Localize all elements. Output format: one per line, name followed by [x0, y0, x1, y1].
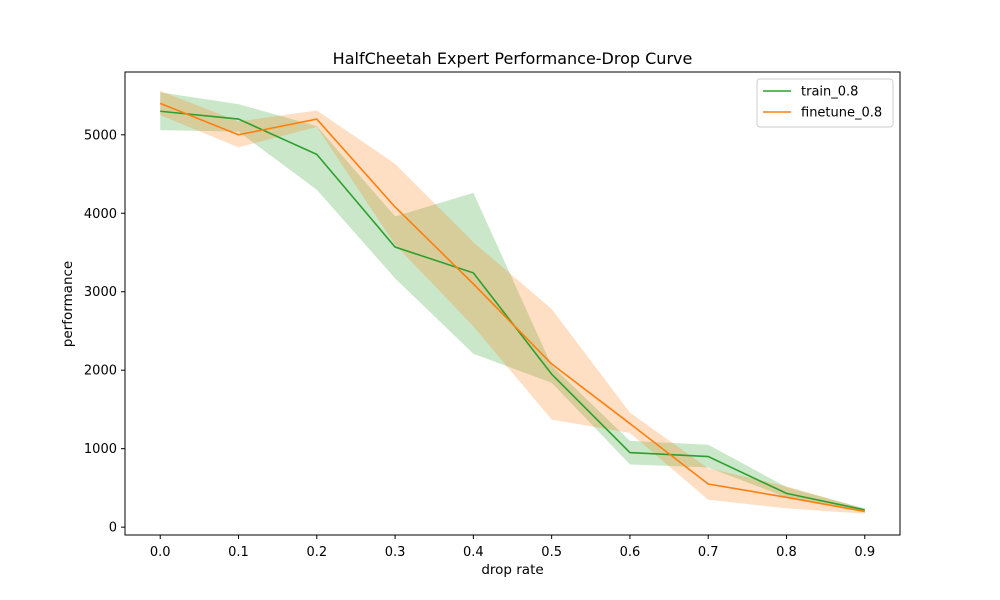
x-tick-label: 0.4: [463, 545, 484, 560]
y-axis-label: performance: [60, 261, 76, 347]
x-tick-label: 0.8: [776, 545, 797, 560]
plot-area-frame: [124, 71, 901, 536]
y-tick-label: 0: [109, 521, 117, 536]
y-axis: 0 1000 2000 3000 4000 5000: [84, 128, 125, 536]
confidence-band-finetune_0.8: [160, 90, 865, 514]
x-tick-label: 0.5: [541, 545, 562, 560]
y-tick-label: 5000: [84, 128, 117, 143]
x-axis: 0.0 0.1 0.2 0.3 0.4 0.5 0.6 0.7 0.8 0.9: [150, 535, 875, 560]
legend-label-finetune_0.8: finetune_0.8: [801, 106, 882, 121]
series-line-finetune_0.8: [159, 102, 865, 513]
x-tick-label: 0.7: [698, 545, 719, 560]
x-tick-label: 0.3: [385, 545, 406, 560]
x-tick-label: 0.6: [620, 545, 641, 560]
legend-label-train_0.8: train_0.8: [801, 85, 858, 100]
y-tick-label: 4000: [84, 207, 117, 222]
legend: train_0.8 finetune_0.8: [756, 78, 894, 128]
x-tick-label: 0.9: [854, 545, 875, 560]
x-tick-label: 0.1: [228, 545, 249, 560]
confidence-band-train_0.8: [160, 92, 865, 513]
y-tick-label: 1000: [84, 442, 117, 457]
x-axis-label: drop rate: [481, 562, 543, 578]
series-lines: [159, 102, 865, 513]
y-tick-label: 2000: [84, 364, 117, 379]
confidence-bands: [160, 90, 865, 514]
x-tick-label: 0.0: [150, 545, 171, 560]
chart-title: HalfCheetah Expert Performance-Drop Curv…: [333, 49, 693, 68]
x-tick-label: 0.2: [306, 545, 327, 560]
y-tick-label: 3000: [84, 285, 117, 300]
